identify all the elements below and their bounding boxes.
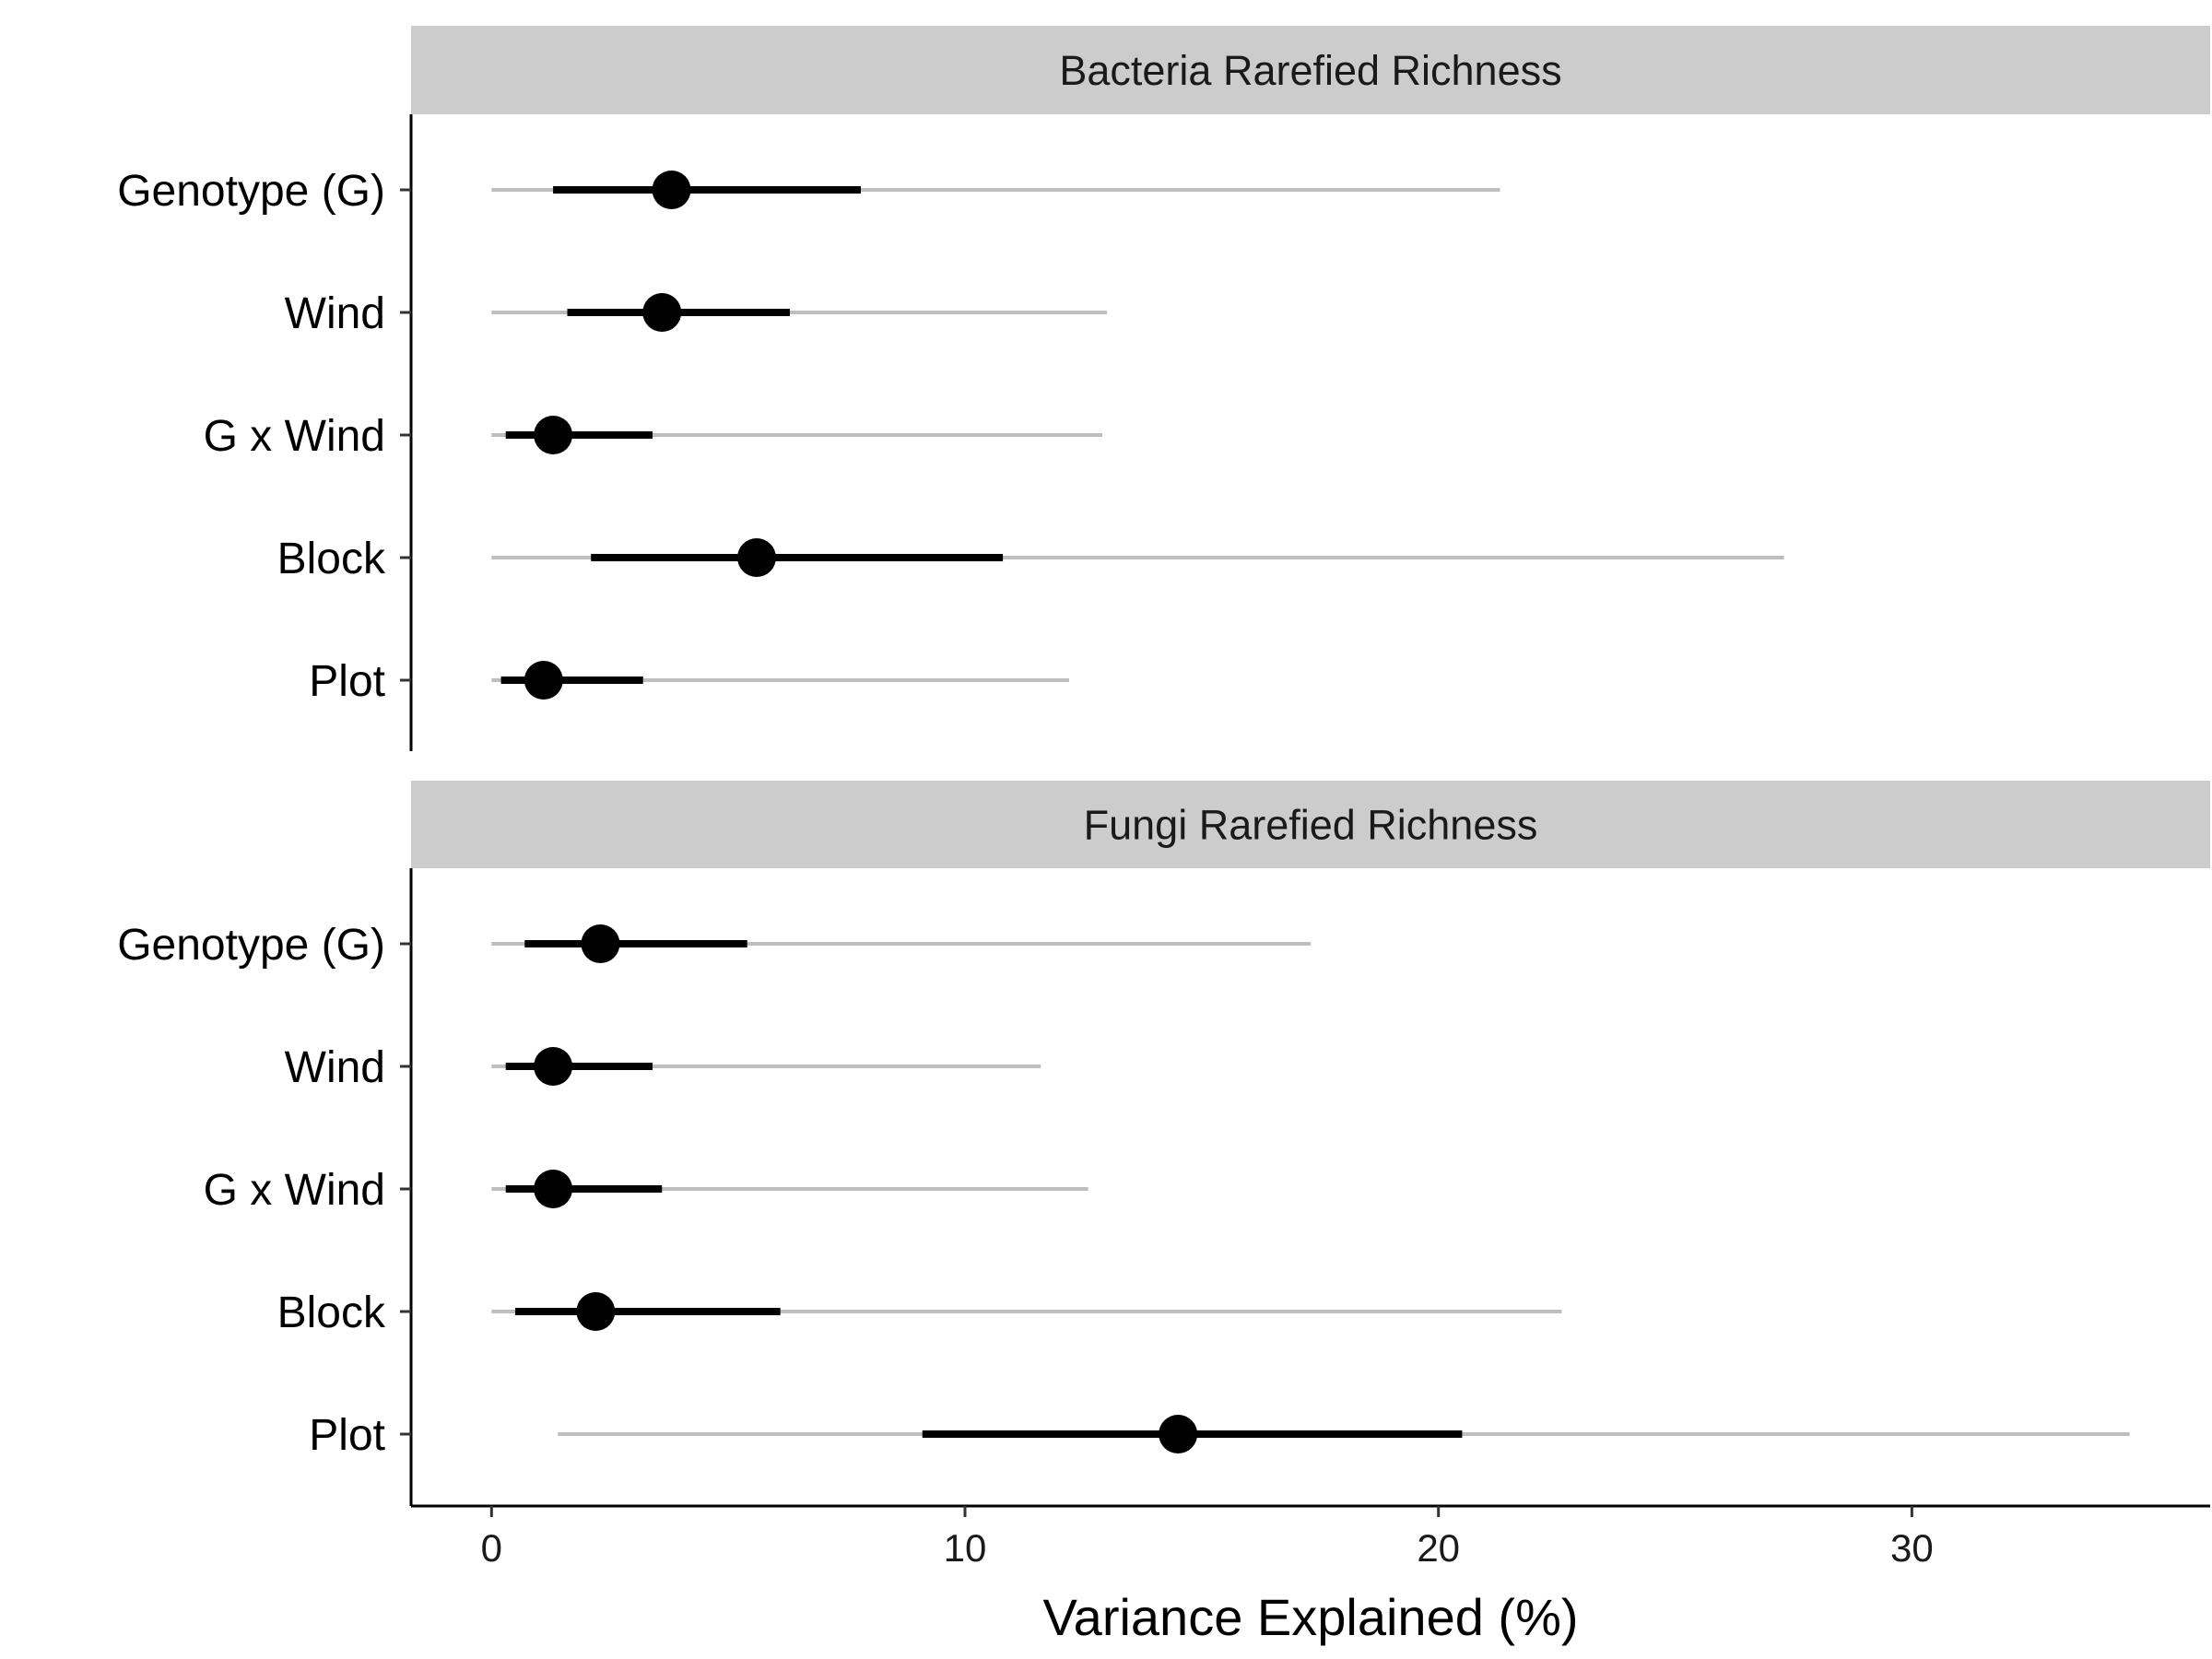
panel-1-genotype-g-label: Genotype (G)	[117, 167, 385, 216]
panel-2-genotype-g-label: Genotype (G)	[117, 921, 385, 970]
panel-2-plot-point	[1159, 1415, 1198, 1453]
panel-2-title: Fungi Rarefied Richness	[1084, 802, 1538, 849]
panel-2-wind-point	[534, 1047, 573, 1086]
panel-1-block-label: Block	[277, 535, 386, 583]
panel-2-genotype-g-point	[581, 924, 620, 963]
x-tick-label-10: 10	[944, 1526, 987, 1570]
panel-2-block-point	[576, 1292, 616, 1331]
panel-1-genotype-g-point	[652, 171, 691, 209]
panel-1-wind-label: Wind	[285, 289, 385, 338]
panel-1-plot-label: Plot	[309, 657, 385, 706]
panel-2-block-label: Block	[277, 1288, 386, 1337]
panel-2-wind-label: Wind	[285, 1043, 385, 1092]
panel-1-g-x-wind-label: G x Wind	[204, 412, 385, 461]
panel-1-g-x-wind-point	[534, 416, 573, 454]
panel-2-g-x-wind-label: G x Wind	[204, 1166, 385, 1215]
panel-2-plot-label: Plot	[309, 1411, 385, 1460]
panel-1-block-point	[736, 538, 776, 577]
panel-1-strip	[411, 26, 2210, 114]
x-axis-label: Variance Explained (%)	[1042, 1588, 1578, 1646]
x-tick-label-30: 30	[1890, 1526, 1934, 1570]
x-tick-label-0: 0	[481, 1526, 502, 1570]
panel-1-title: Bacteria Rarefied Richness	[1059, 47, 1561, 94]
panel-2-strip	[411, 781, 2210, 868]
panel-1-wind-point	[642, 293, 682, 332]
x-tick-label-20: 20	[1417, 1526, 1460, 1570]
panel-2-g-x-wind-point	[534, 1170, 573, 1208]
panel-1-plot-point	[524, 661, 563, 700]
